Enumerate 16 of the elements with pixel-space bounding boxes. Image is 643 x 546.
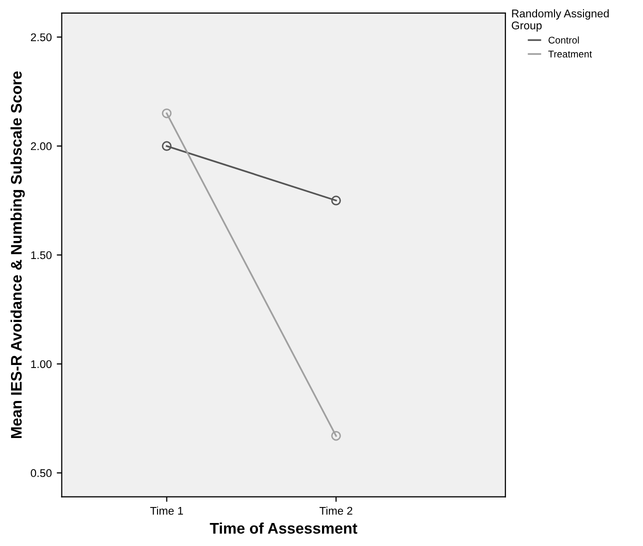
x-tick-label: Time 1	[150, 506, 183, 515]
y-tick-label: 2.00	[30, 142, 52, 150]
point	[162, 108, 172, 118]
point	[331, 430, 341, 441]
y-tick-label: 0.50	[30, 469, 52, 478]
y-tick-label: 1.50	[31, 251, 52, 260]
legend-title: Randomly Assigned Group	[512, 9, 609, 32]
legend-label: Control	[548, 36, 579, 44]
legend-label: Treatment	[548, 50, 592, 58]
y-tick-label: 1.00	[31, 360, 52, 368]
y-tick-label: 2.50	[30, 33, 52, 42]
y-axis-title: Mean IES-R Avoidance & Numbing Subscale Score	[10, 71, 25, 438]
x-tick-label: Time 2	[320, 506, 352, 515]
point	[331, 196, 341, 206]
x-axis-title: Time of Assessment	[210, 522, 358, 534]
point	[162, 141, 172, 151]
